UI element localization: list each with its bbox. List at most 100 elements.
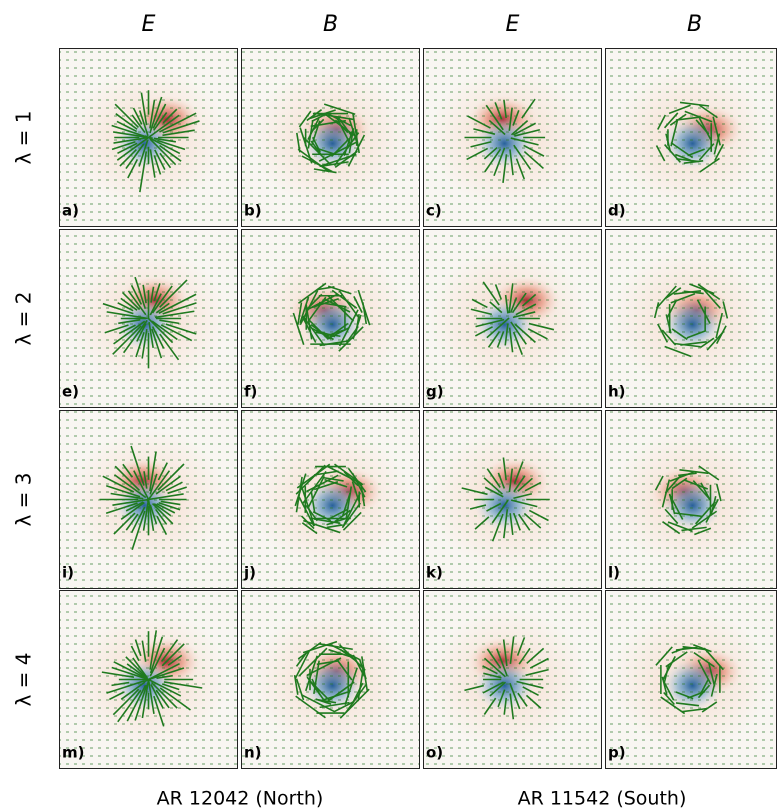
vector <box>502 639 508 667</box>
vector <box>517 477 533 492</box>
vector-field <box>423 590 602 769</box>
vector <box>657 323 669 343</box>
panel: f) <box>241 229 420 408</box>
vector <box>486 648 502 669</box>
vector <box>149 149 156 178</box>
vector <box>122 319 148 354</box>
vector <box>654 475 664 491</box>
vector <box>722 301 729 319</box>
vector <box>150 286 155 303</box>
vector <box>306 109 323 122</box>
vector <box>671 328 688 341</box>
vector <box>149 636 164 674</box>
vector <box>149 504 158 525</box>
vector <box>139 151 148 193</box>
vector <box>524 481 542 492</box>
panel-label: b) <box>244 202 262 220</box>
vector <box>326 524 343 529</box>
vector <box>523 150 544 170</box>
panel: m) <box>59 590 238 769</box>
vector <box>295 695 326 719</box>
vector <box>504 323 509 346</box>
vector <box>108 691 125 701</box>
vector <box>698 143 715 161</box>
vector <box>339 688 370 719</box>
vector <box>303 519 341 534</box>
vector <box>122 463 133 478</box>
vector <box>698 465 720 481</box>
vector <box>676 157 700 163</box>
vector <box>158 293 197 314</box>
vector <box>341 492 351 517</box>
vector <box>515 303 537 316</box>
vector <box>699 157 720 173</box>
vector <box>509 693 515 720</box>
vector <box>698 117 713 142</box>
vector <box>151 326 165 349</box>
vector <box>318 301 347 308</box>
vector <box>156 502 176 514</box>
row-label: λ = 4 <box>12 652 36 706</box>
vector <box>296 463 331 489</box>
vector <box>466 147 489 161</box>
vector <box>165 323 197 335</box>
vector <box>320 161 349 168</box>
vector <box>703 289 721 309</box>
vector <box>116 120 138 133</box>
vector <box>484 486 504 498</box>
vector <box>146 493 184 501</box>
vector <box>157 463 185 491</box>
vector <box>320 690 351 702</box>
vector <box>528 322 555 331</box>
vector <box>160 639 179 662</box>
panel: a) <box>59 48 238 227</box>
vector <box>485 104 504 131</box>
vector <box>157 462 168 481</box>
vector <box>102 302 134 315</box>
vector <box>112 498 149 507</box>
vector <box>125 513 139 531</box>
vector <box>512 331 523 356</box>
vector <box>154 310 195 319</box>
vector <box>497 472 506 489</box>
vector <box>328 508 348 520</box>
vector <box>102 475 135 493</box>
panel-label: g) <box>426 383 444 401</box>
vector <box>675 702 700 707</box>
vector <box>518 647 531 665</box>
vector <box>510 137 539 146</box>
vector <box>151 328 163 359</box>
vector-field <box>605 590 777 769</box>
vector <box>509 636 515 664</box>
vector <box>149 647 166 677</box>
vector <box>313 518 341 524</box>
vector <box>327 294 355 322</box>
vector <box>297 302 303 325</box>
vector <box>327 285 352 295</box>
vector <box>664 287 682 300</box>
vector <box>334 150 358 168</box>
vector <box>144 135 181 155</box>
panel-frame <box>59 48 238 227</box>
vector <box>353 296 363 313</box>
vector-field <box>241 229 420 408</box>
vector <box>159 279 188 308</box>
vector <box>470 308 493 316</box>
vector <box>512 512 521 531</box>
panel-content <box>423 48 602 227</box>
vector <box>120 297 138 311</box>
vector <box>298 496 315 527</box>
vector <box>694 527 712 536</box>
panel: l) <box>605 410 777 589</box>
vector <box>144 677 182 697</box>
column-header: E <box>506 12 520 37</box>
column-header: B <box>687 12 702 37</box>
vector <box>113 320 146 345</box>
vector <box>306 293 339 311</box>
vector <box>679 468 709 475</box>
vector <box>153 137 176 143</box>
vector <box>483 657 506 678</box>
panel-frame <box>423 410 602 589</box>
vector <box>521 98 536 119</box>
vector <box>297 282 327 304</box>
